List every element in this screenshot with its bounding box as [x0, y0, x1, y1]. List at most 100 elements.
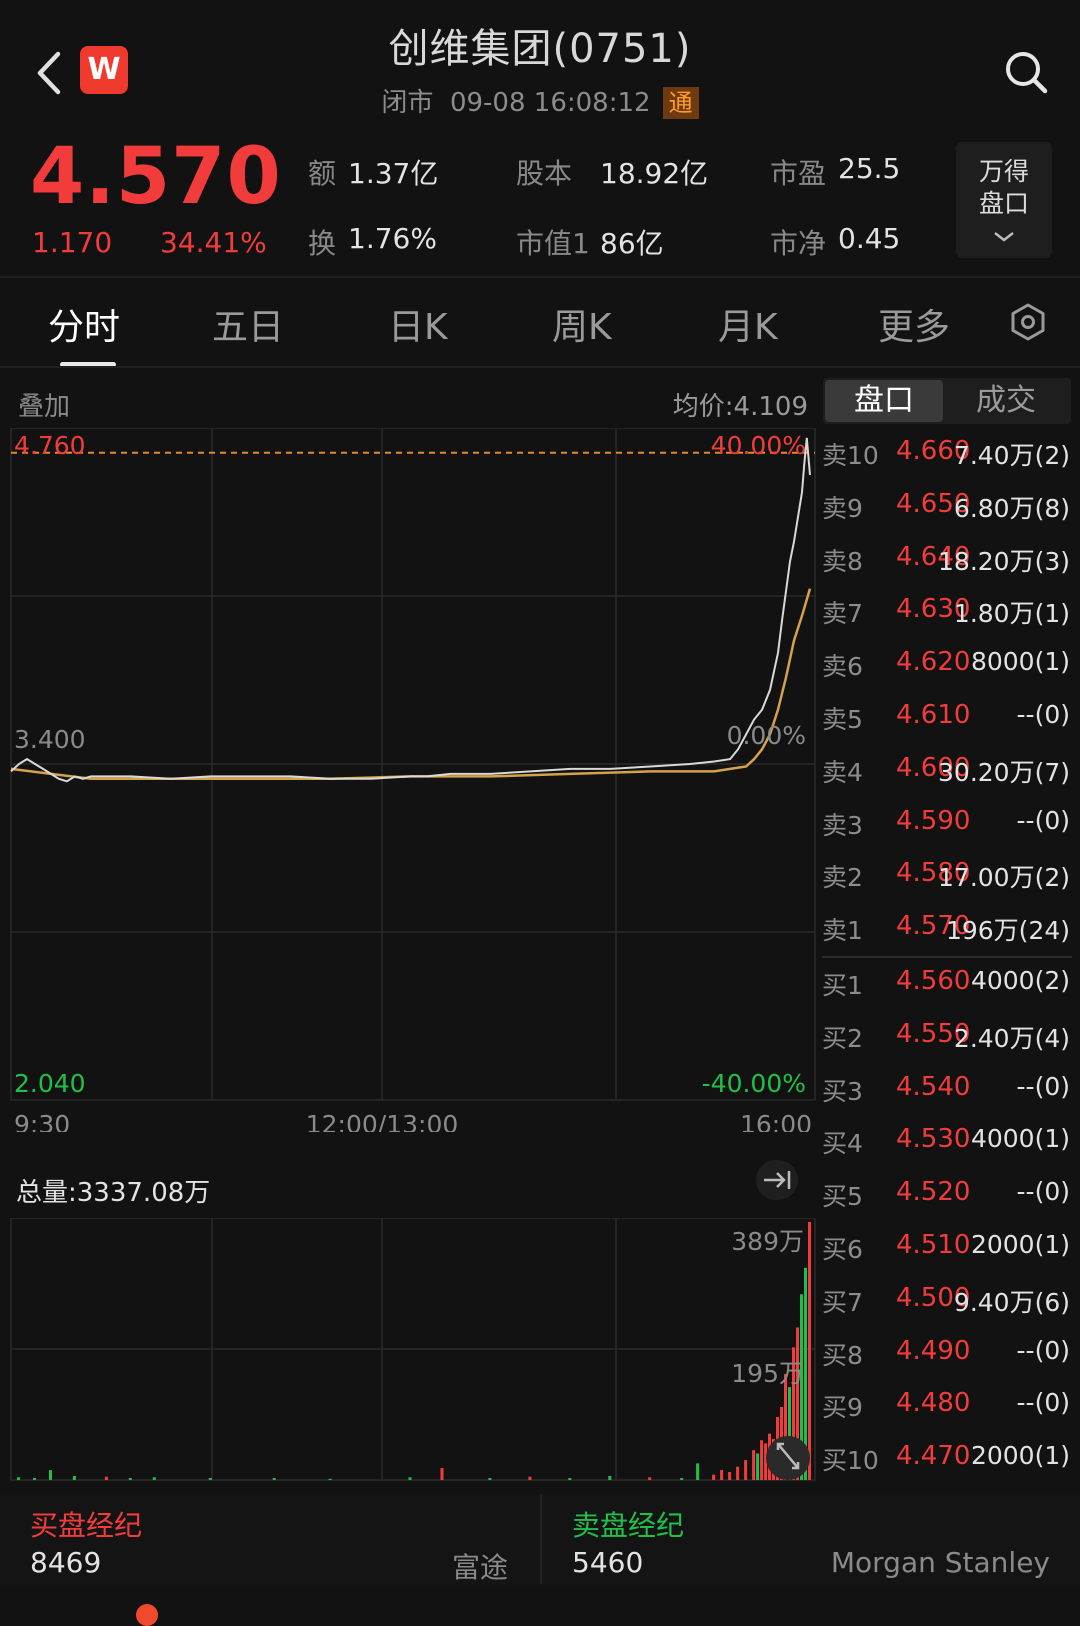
- y-axis-right-top-label: 40.00%: [711, 431, 806, 460]
- overlay-button[interactable]: 叠加: [18, 392, 71, 422]
- orderbook-row[interactable]: 买4 4.530 4000(1): [822, 1124, 1072, 1164]
- volume-bar: [764, 1443, 768, 1480]
- orderbook-row[interactable]: 卖6 4.620 8000(1): [822, 647, 1072, 687]
- fullscreen-icon[interactable]: [766, 1436, 810, 1480]
- orderbook-row[interactable]: 卖3 4.590 --(0): [822, 806, 1072, 846]
- buy-broker-name: 富途: [451, 1551, 508, 1584]
- y-axis-mid-label: 3.400: [14, 725, 86, 754]
- volume-bar: [728, 1472, 732, 1480]
- volume-bar: [440, 1468, 444, 1480]
- orderbook-price: 4.550: [896, 1018, 971, 1049]
- orderbook-volume: 1.80万(1): [953, 599, 1070, 629]
- segment-orderbook[interactable]: 盘口: [825, 380, 943, 422]
- sell-broker-title[interactable]: 卖盘经纪: [572, 1509, 685, 1542]
- orderbook-level: 买10: [822, 1446, 879, 1476]
- volume-bar: [760, 1440, 764, 1480]
- orderbook-row[interactable]: 卖1 4.570 196万(24): [822, 911, 1072, 951]
- orderbook-level: 卖1: [822, 916, 863, 946]
- volume-chart[interactable]: 389万 195万: [0, 1218, 820, 1482]
- pe-label: 市盈: [770, 157, 827, 190]
- orderbook-volume: 196万(24): [945, 916, 1070, 946]
- wind-orderbook-button[interactable]: 万得 盘口: [956, 142, 1052, 258]
- tab-monthly-k[interactable]: 月K: [718, 307, 778, 348]
- orderbook-volume: 8000(1): [970, 647, 1070, 677]
- orderbook-volume: 4000(2): [970, 966, 1070, 995]
- orderbook-volume: 9.40万(6): [953, 1287, 1070, 1317]
- turnover-value: 1.37亿: [348, 157, 439, 190]
- tab-more[interactable]: 更多: [878, 307, 951, 348]
- turnover-rate-value: 1.76%: [348, 222, 437, 255]
- orderbook-row[interactable]: 卖10 4.660 7.40万(2): [822, 436, 1072, 476]
- orderbook-row[interactable]: 卖4 4.600 30.20万(7): [822, 753, 1072, 793]
- back-arrow-icon[interactable]: [30, 48, 70, 98]
- pb-label: 市净: [770, 227, 827, 260]
- orderbook-level: 买2: [822, 1023, 863, 1053]
- intraday-price-chart[interactable]: 4.760 3.400 2.040 40.00% 0.00% -40.00% 9…: [0, 428, 820, 1132]
- orderbook-price: 4.510: [896, 1230, 971, 1260]
- volume-bar: [792, 1347, 795, 1480]
- orderbook-price: 4.540: [896, 1071, 971, 1102]
- orderbook-volume: --(0): [1016, 805, 1070, 835]
- volume-bar: [408, 1477, 412, 1480]
- average-price-line: [10, 588, 812, 781]
- orderbook-row[interactable]: 买5 4.520 --(0): [822, 1177, 1072, 1217]
- orderbook-price: 4.610: [896, 700, 971, 730]
- orderbook-row[interactable]: 买6 4.510 2000(1): [822, 1230, 1072, 1270]
- orderbook-level: 买6: [822, 1235, 863, 1264]
- orderbook-row[interactable]: 卖7 4.630 1.80万(1): [822, 594, 1072, 634]
- volume-bars: [17, 1222, 811, 1480]
- orderbook-row[interactable]: 卖8 4.640 18.20万(3): [822, 542, 1072, 582]
- orderbook-row[interactable]: 卖2 4.580 17.00万(2): [822, 858, 1072, 898]
- orderbook-level: 买5: [822, 1182, 863, 1212]
- tab-five-day[interactable]: 五日: [212, 307, 285, 348]
- orderbook-row[interactable]: 买10 4.470 2000(1): [822, 1441, 1072, 1481]
- volume-bar: [272, 1478, 276, 1480]
- pb-value: 0.45: [838, 222, 901, 255]
- orderbook-volume: 18.20万(3): [938, 546, 1070, 576]
- orderbook-price: 4.650: [896, 488, 971, 519]
- orderbook-row[interactable]: 卖5 4.610 --(0): [822, 700, 1072, 740]
- orderbook-volume: 2.40万(4): [953, 1023, 1070, 1053]
- orderbook-price: 4.630: [896, 594, 971, 625]
- orderbook-row[interactable]: 买8 4.490 --(0): [822, 1336, 1072, 1376]
- search-icon[interactable]: [1002, 48, 1050, 96]
- orderbook-row[interactable]: 买9 4.480 --(0): [822, 1388, 1072, 1428]
- expand-orderbook-icon[interactable]: [756, 1160, 798, 1200]
- orderbook-row[interactable]: 买2 4.550 2.40万(4): [822, 1019, 1072, 1059]
- volume-bar: [152, 1477, 156, 1480]
- orderbook-price: 4.640: [896, 541, 971, 572]
- market-cap-label: 市值1: [516, 227, 590, 260]
- last-price: 4.570: [30, 132, 282, 222]
- volume-bar: [800, 1294, 803, 1480]
- settings-icon[interactable]: [1008, 302, 1048, 342]
- orderbook-row[interactable]: 卖9 4.650 6.80万(8): [822, 489, 1072, 529]
- volume-grid: [10, 1218, 816, 1481]
- orderbook-divider: [822, 956, 1072, 958]
- orderbook-volume: 7.40万(2): [953, 441, 1070, 470]
- volume-bar: [784, 1373, 787, 1480]
- orderbook-level: 卖3: [822, 810, 863, 840]
- orderbook-price: 4.480: [896, 1388, 971, 1419]
- price-line: [10, 437, 811, 783]
- segment-trades[interactable]: 成交: [976, 383, 1036, 418]
- orderbook-row[interactable]: 买7 4.500 9.40万(6): [822, 1283, 1072, 1323]
- wind-label-line1: 万得: [978, 157, 1029, 186]
- y-axis-right-mid-label: 0.00%: [727, 721, 806, 750]
- volume-bar: [804, 1267, 807, 1480]
- turnover-rate-label: 换: [308, 227, 337, 260]
- volume-bar: [788, 1387, 791, 1480]
- tab-weekly-k[interactable]: 周K: [552, 307, 612, 348]
- volume-bar: [17, 1477, 20, 1480]
- orderbook-price: 4.560: [896, 966, 971, 996]
- tab-intraday[interactable]: 分时: [48, 307, 121, 348]
- volume-bar: [488, 1478, 492, 1480]
- tab-daily-k[interactable]: 日K: [388, 307, 448, 348]
- orderbook-volume: --(0): [1016, 1071, 1070, 1101]
- orderbook-price: 4.660: [896, 436, 971, 466]
- orderbook-row[interactable]: 买3 4.540 --(0): [822, 1072, 1072, 1112]
- turnover-label: 额: [308, 157, 337, 190]
- orderbook-row[interactable]: 买1 4.560 4000(2): [822, 966, 1072, 1006]
- wind-label-line2: 盘口: [978, 189, 1029, 218]
- buy-broker-title[interactable]: 买盘经纪: [30, 1509, 143, 1542]
- x-axis-start-label: 9:30: [14, 1110, 70, 1132]
